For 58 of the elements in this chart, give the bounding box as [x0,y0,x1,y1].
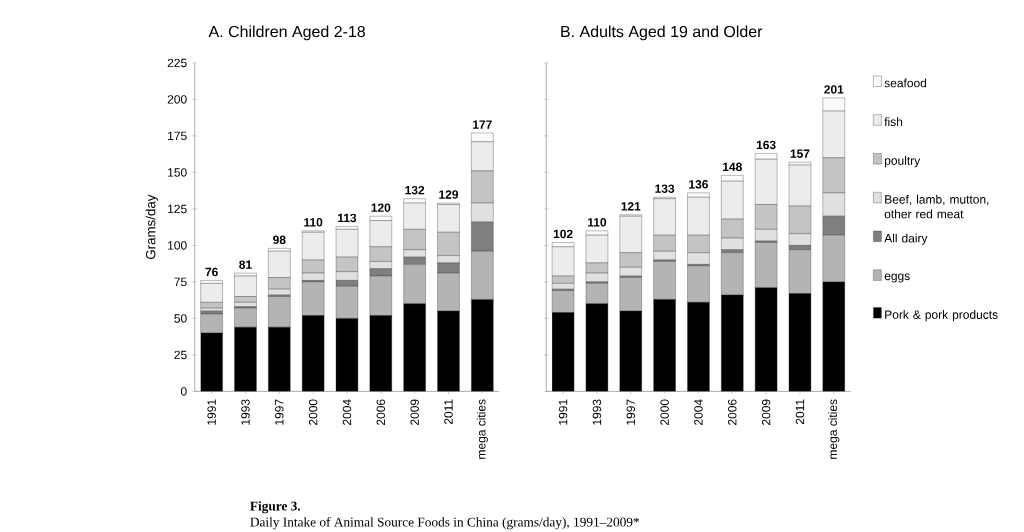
total-label: 102 [553,229,573,239]
legend-label: eggs [884,273,910,283]
total-label: 177 [473,120,492,129]
y-tick-label: 125 [168,204,187,214]
legend-label: Pork & pork products [885,310,998,322]
x-tick-label: 2000 [308,399,318,425]
legend-label: All dairy [884,233,928,245]
y-tick-label: 225 [167,58,187,68]
total-label: 136 [689,179,708,189]
x-tick-label: mega cities [828,399,840,459]
y-tick-label: 200 [167,95,187,104]
x-tick-label: 2011 [444,399,453,425]
total-label: 129 [439,190,459,199]
total-label: 98 [273,235,286,244]
y-tick-label: 150 [168,168,187,177]
x-tick-label: 2004 [694,399,703,425]
x-tick-label: 1993 [241,399,250,425]
y-tick-label: 175 [168,131,187,140]
x-tick-label: mega cities [476,399,488,459]
x-tick-label: 2009 [410,399,419,425]
y-tick-label: 25 [174,350,187,360]
total-label: 76 [205,267,218,277]
y-tick-label: 50 [174,314,187,323]
total-label: 157 [790,149,810,158]
x-tick-label: 1991 [207,399,216,425]
caption: Figure 3. [250,501,301,514]
y-tick-label: 0 [180,387,187,396]
total-label: 148 [723,162,742,171]
x-tick-label: 2000 [660,399,669,425]
chart-title: B. Adults Aged 19 and Older [561,25,763,41]
total-label: 110 [304,217,323,227]
x-tick-label: 1993 [592,399,602,425]
total-label: 113 [338,213,357,223]
total-label: 121 [621,202,641,211]
y-tick-label: 100 [168,241,187,250]
total-label: 201 [824,85,844,94]
x-tick-label: 2009 [761,399,771,425]
y-axis-title: Grams/day [145,194,159,259]
legend-label: Beef, lamb, mutton, other red meat [884,194,989,219]
total-label: 132 [405,185,425,195]
total-label: 163 [756,140,776,150]
x-tick-label: 1997 [275,399,284,425]
y-tick-label: 75 [174,277,187,286]
chart-title: A. Children Aged 2-18 [208,25,365,41]
total-label: 81 [239,260,252,269]
x-tick-label: 2011 [795,399,805,425]
text: Daily Intake of Animal Source Foods in China (grams/day), 1991–2009* [250,516,639,530]
total-label: 110 [588,217,607,227]
x-tick-label: 2006 [728,399,737,425]
x-tick-label: 1991 [558,399,568,425]
x-tick-label: 2004 [342,399,352,425]
x-tick-label: 2006 [376,399,386,425]
total-label: 120 [371,203,391,212]
legend-label: seafood [884,78,927,88]
total-label: 133 [655,184,675,193]
x-tick-label: 1997 [626,399,636,425]
legend-label: poultry [885,155,921,168]
legend-label: fish [884,117,903,126]
